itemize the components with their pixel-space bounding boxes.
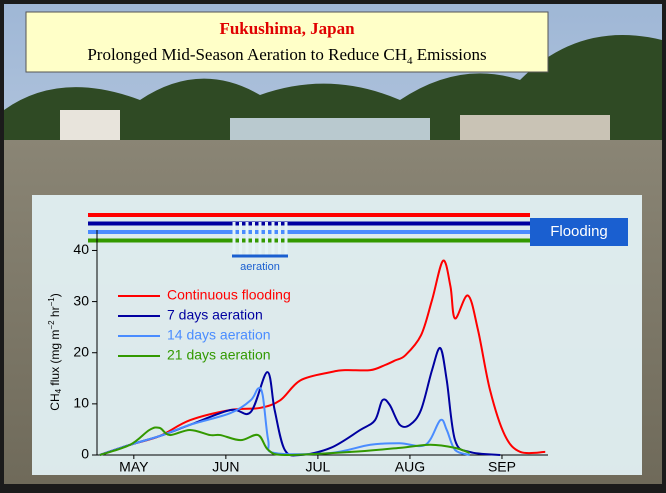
slide: Fukushima, Japan Prolonged Mid-Season Ae…: [0, 0, 666, 488]
subtitle-text: Emissions: [413, 45, 487, 64]
y-tick-label: 0: [81, 446, 89, 462]
y-label-part: CH: [48, 393, 62, 410]
legend-label: 21 days aeration: [167, 347, 271, 363]
x-tick-label: JUN: [212, 459, 239, 475]
y-tick-label: 20: [73, 343, 89, 359]
x-tick-label: JUL: [305, 459, 330, 475]
x-tick-label: MAY: [119, 459, 149, 475]
subtitle: Prolonged Mid-Season Aeration to Reduce …: [87, 45, 486, 67]
subtitle-text: Prolonged Mid-Season Aeration to Reduce …: [87, 45, 407, 64]
y-label-part: hr: [48, 306, 62, 320]
photo-house: [60, 110, 120, 140]
page: Fukushima, Japan Prolonged Mid-Season Ae…: [0, 0, 666, 488]
y-tick-label: 10: [73, 395, 89, 411]
legend-label: 14 days aeration: [167, 327, 271, 343]
x-tick-label: SEP: [488, 459, 516, 475]
x-tick-label: AUG: [395, 459, 425, 475]
y-tick-label: 40: [73, 241, 89, 257]
y-label-part: ): [48, 293, 62, 297]
y-tick-label: 30: [73, 292, 89, 308]
legend-label: 7 days aeration: [167, 307, 263, 323]
y-label-part: flux (mg m: [48, 330, 62, 389]
flooding-label: Flooding: [550, 223, 608, 240]
aeration-label: aeration: [240, 261, 280, 273]
title: Fukushima, Japan: [219, 19, 355, 38]
photo-building: [460, 115, 610, 143]
legend-label: Continuous flooding: [167, 287, 291, 303]
